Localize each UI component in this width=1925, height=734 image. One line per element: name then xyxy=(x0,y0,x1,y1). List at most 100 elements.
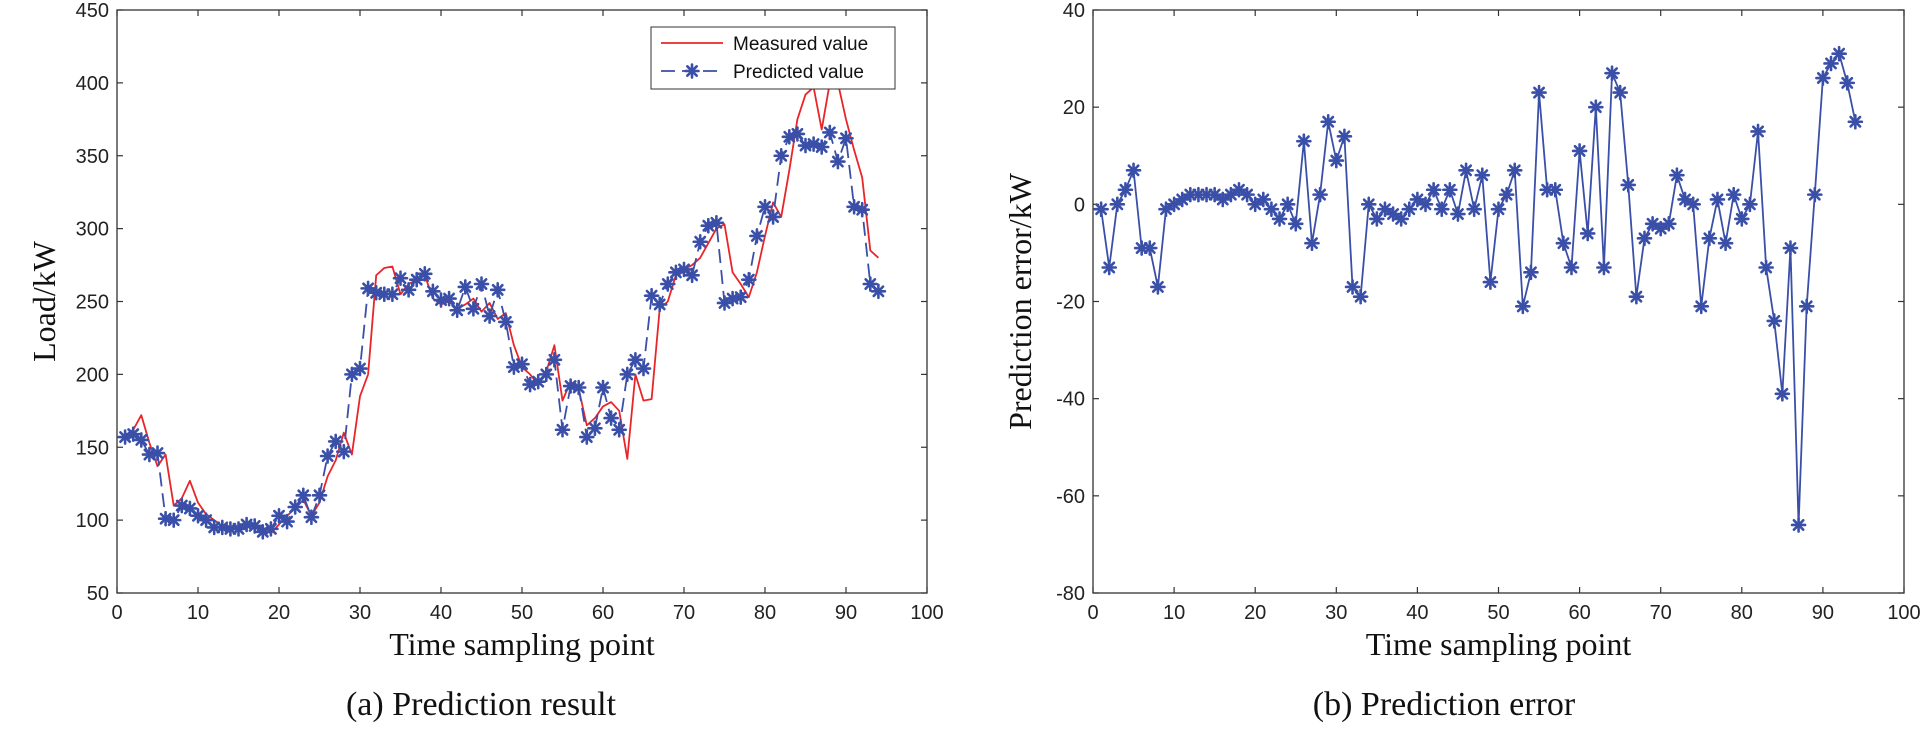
c1-data-point-0 xyxy=(1117,181,1134,198)
c1-x-tick-label: 0 xyxy=(1087,602,1098,624)
c1-data-point-0 xyxy=(1296,133,1312,149)
c1-y-tick-label: -40 xyxy=(1056,389,1085,411)
c1-data-point-0 xyxy=(1620,177,1637,193)
c0-y-tick-label: 50 xyxy=(87,583,109,605)
c1-data-point-0 xyxy=(1547,181,1564,198)
chart-panel-prediction-error: 0 10 20 30 40 50 60 70 80 90 100 -80 -60 -40 -20 0 20 40 T… xyxy=(963,0,1925,734)
c0-data-point-1 xyxy=(813,139,830,155)
c1-y-tick-label: 0 xyxy=(1074,194,1085,216)
c1-data-point-0 xyxy=(1490,201,1507,217)
c1-data-point-0 xyxy=(1555,235,1572,251)
prediction-result-chart: 0 10 20 30 40 50 60 70 80 90 100 50 100 150 200 250 300 3… xyxy=(26,0,944,662)
c1-data-point-0 xyxy=(1482,274,1499,290)
c1-data-point-0 xyxy=(1263,201,1280,217)
c0-data-point-1 xyxy=(222,521,239,537)
c1-data-point-0 xyxy=(1693,298,1710,315)
c0-data-point-1 xyxy=(263,521,279,537)
c0-data-point-1 xyxy=(773,147,790,164)
c0-plot-frame xyxy=(116,9,928,594)
c1-data-point-0 xyxy=(1352,288,1369,305)
c1-data-point-0 xyxy=(1312,186,1328,203)
c1-data-point-0 xyxy=(1798,298,1815,315)
c0-y-tick-label: 150 xyxy=(76,437,109,459)
c1-x-tick-label: 70 xyxy=(1650,602,1672,624)
c0-data-point-1 xyxy=(465,300,482,317)
c0-data-point-1 xyxy=(595,379,611,396)
c0-data-point-1 xyxy=(457,279,474,295)
c1-data-point-0 xyxy=(1417,196,1434,213)
c0-data-point-1 xyxy=(497,314,514,330)
c1-y-tick-label: 40 xyxy=(1063,0,1085,22)
c1-data-point-0 xyxy=(1523,264,1539,281)
c0-data-point-1 xyxy=(408,271,425,288)
c1-data-point-0 xyxy=(1255,191,1272,208)
c0-data-point-1 xyxy=(765,209,781,225)
c0-x-tick-label: 60 xyxy=(592,602,614,624)
c0-data-point-1 xyxy=(611,421,628,438)
c1-data-point-0 xyxy=(1636,230,1653,247)
c1-data-point-0 xyxy=(1401,201,1418,217)
c1-data-point-0 xyxy=(1717,235,1734,251)
c1-y-tick-label: -60 xyxy=(1056,486,1085,508)
c0-x-tick-label: 100 xyxy=(910,602,943,624)
c1-data-point-0 xyxy=(1758,259,1774,276)
c0-data-point-1 xyxy=(603,410,619,426)
c0-data-point-1 xyxy=(668,264,684,281)
c0-data-point-1 xyxy=(619,366,636,383)
c1-data-point-0 xyxy=(1766,313,1783,329)
c0-data-point-1 xyxy=(416,266,433,282)
c0-data-point-1 xyxy=(295,487,312,504)
c0-data-point-1 xyxy=(708,214,725,231)
c0-data-point-1 xyxy=(635,360,652,377)
c0-data-point-1 xyxy=(659,276,676,292)
c0-data-point-1 xyxy=(271,507,287,524)
c1-data-point-0 xyxy=(1125,162,1142,179)
c1-data-point-0 xyxy=(1669,167,1685,183)
c0-data-point-1 xyxy=(133,432,150,448)
c1-x-tick-label: 60 xyxy=(1568,602,1590,624)
c0-data-point-1 xyxy=(303,509,320,526)
c1-data-point-0 xyxy=(1433,201,1450,217)
c1-data-point-0 xyxy=(1442,181,1458,198)
c0-data-point-1 xyxy=(449,302,466,319)
c1-data-point-0 xyxy=(1271,211,1288,227)
c0-y-tick-label: 200 xyxy=(76,364,109,386)
c0-data-point-1 xyxy=(692,233,709,250)
c1-data-point-0 xyxy=(1839,75,1856,91)
c1-data-point-0 xyxy=(1750,123,1766,140)
c1-data-point-0 xyxy=(1815,70,1831,86)
c1-data-point-0 xyxy=(1393,211,1409,227)
c1-x-tick-label: 100 xyxy=(1887,602,1920,624)
c0-data-point-1 xyxy=(238,516,255,533)
c0-y-tick-label: 450 xyxy=(76,0,109,22)
c1-data-point-0 xyxy=(1231,181,1247,198)
c1-data-point-0 xyxy=(1141,240,1158,256)
c0-data-point-1 xyxy=(344,366,360,383)
c0-data-point-1 xyxy=(327,433,344,450)
c0-data-point-1 xyxy=(716,295,733,311)
c1-plot-frame xyxy=(1092,9,1905,594)
c0-y-tick-label: 350 xyxy=(76,146,109,168)
c1-data-point-0 xyxy=(1742,196,1758,213)
c1-x-axis-label: Time sampling point xyxy=(1366,626,1632,662)
c0-data-point-1 xyxy=(165,512,182,528)
c1-data-point-0 xyxy=(1304,235,1320,251)
c1-data-point-0 xyxy=(1182,186,1199,203)
caption-prediction-result: (a) Prediction result xyxy=(345,686,617,723)
c1-data-point-0 xyxy=(1458,162,1474,179)
c0-data-point-1 xyxy=(149,445,166,461)
c1-data-point-0 xyxy=(1223,186,1239,203)
c1-data-point-0 xyxy=(1831,45,1847,62)
c1-data-point-0 xyxy=(1588,99,1604,115)
c0-x-tick-label: 90 xyxy=(835,602,857,624)
c1-data-point-0 xyxy=(1474,167,1491,183)
c0-data-point-1 xyxy=(384,286,401,303)
c0-data-point-1 xyxy=(821,124,838,141)
c0-data-point-1 xyxy=(789,126,806,142)
c0-data-point-1 xyxy=(684,267,700,284)
c0-data-point-1 xyxy=(392,270,409,286)
c0-x-tick-label: 20 xyxy=(268,602,290,624)
c1-data-point-0 xyxy=(1563,259,1580,276)
c1-data-point-0 xyxy=(1214,191,1231,208)
c0-x-tick-label: 10 xyxy=(187,602,209,624)
